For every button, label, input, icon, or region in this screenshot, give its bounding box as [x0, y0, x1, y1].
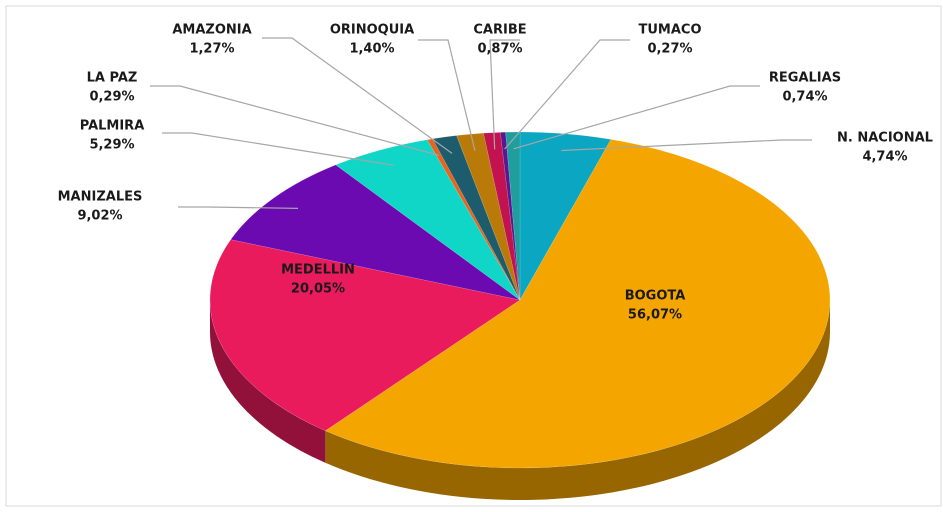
slice-side — [325, 300, 830, 501]
value-label: 0,29% — [89, 90, 134, 105]
category-label: BOGOTA — [625, 289, 686, 304]
leader-line — [150, 85, 440, 156]
category-label: MEDELLIN — [281, 263, 355, 278]
category-label: N. NACIONAL — [837, 131, 933, 146]
leader-line — [504, 39, 630, 150]
slice — [483, 132, 521, 301]
slice — [324, 139, 831, 469]
value-label: 4,74% — [862, 150, 907, 165]
value-label: 56,07% — [628, 308, 682, 323]
category-label: PALMIRA — [80, 119, 145, 134]
leader-line — [561, 139, 812, 152]
category-label: ORINOQUIA — [330, 23, 414, 38]
category-label: AMAZONIA — [172, 23, 251, 38]
value-label: 20,05% — [291, 282, 345, 297]
leader-line — [178, 206, 299, 209]
value-label: 5,29% — [89, 138, 134, 153]
value-label: 9,02% — [77, 209, 122, 224]
slice — [500, 131, 521, 301]
value-label: 0,74% — [782, 90, 827, 105]
value-label: 1,40% — [349, 42, 394, 57]
category-label: MANIZALES — [58, 190, 143, 205]
pie-tops — [209, 131, 831, 469]
leader-line — [489, 39, 520, 150]
value-label: 0,87% — [477, 42, 522, 57]
category-label: REGALIAS — [769, 71, 841, 86]
slice — [456, 132, 521, 301]
value-label: 0,27% — [647, 42, 692, 57]
slice — [335, 139, 521, 301]
slice — [230, 164, 521, 301]
leader-line — [418, 39, 476, 151]
leader-line — [162, 132, 394, 166]
pie-sides — [210, 300, 830, 501]
value-label: 1,27% — [189, 42, 234, 57]
slice — [209, 239, 521, 432]
category-label: LA PAZ — [87, 71, 138, 86]
category-label: CARIBE — [473, 23, 526, 38]
category-label: TUMACO — [638, 23, 701, 38]
leader-line — [262, 37, 453, 154]
leader-line — [513, 85, 760, 150]
labels: N. NACIONAL 4,74% BOGOTA 56,07% MEDELLIN 20,0… — [58, 23, 933, 323]
slice-side — [210, 300, 326, 463]
